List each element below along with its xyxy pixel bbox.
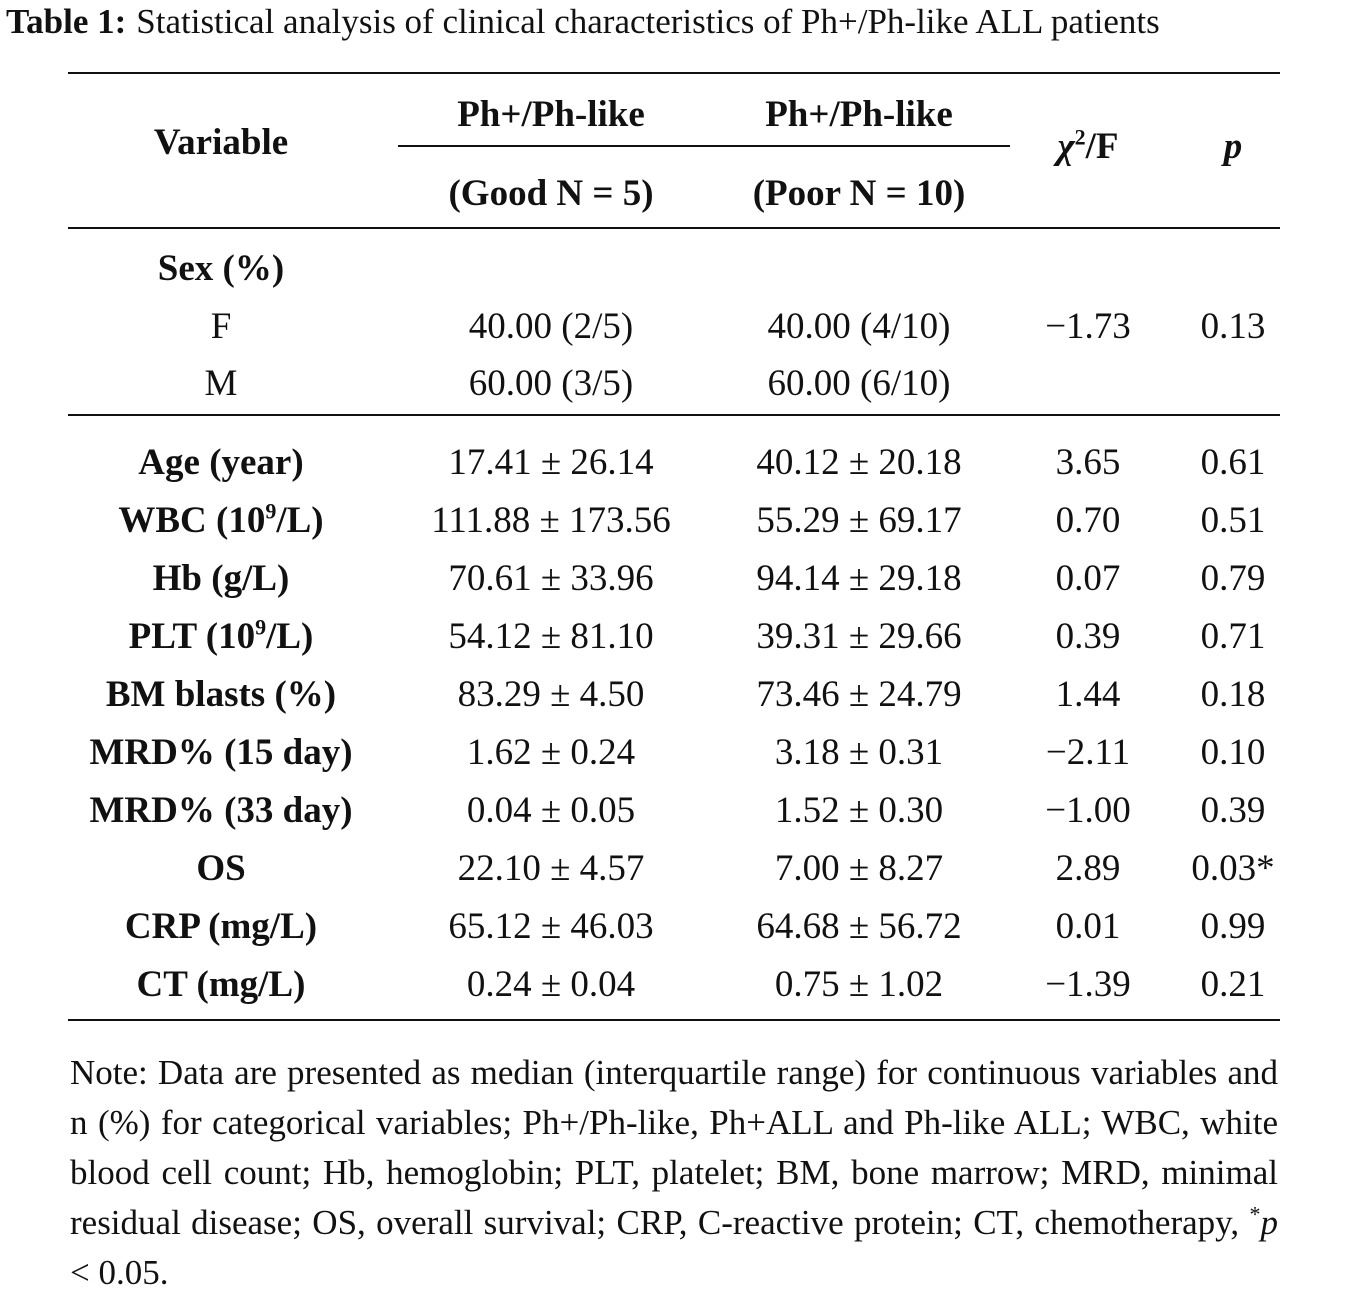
header-p: p <box>1223 126 1243 167</box>
row-p-value <box>1166 355 1300 413</box>
row-p-value: 0.03* <box>1191 848 1275 889</box>
row-poor-value: 0.75 ± 1.02 <box>774 964 944 1005</box>
row-p-value: 0.13 <box>1200 306 1266 347</box>
row-good-value: 40.00 (2/5) <box>468 306 634 347</box>
header-variable: Variable <box>153 122 289 163</box>
note-tail: < 0.05. <box>70 1253 169 1292</box>
row-p-value: 0.18 <box>1200 674 1266 715</box>
row-stat-value: 0.70 <box>1055 500 1121 541</box>
row-stat-value: 0.39 <box>1055 616 1121 657</box>
row-p-value: 0.51 <box>1200 500 1266 541</box>
row-label-post: /L) <box>266 616 314 657</box>
sex-heading: Sex (%) <box>157 248 285 289</box>
row-poor-value: 64.68 ± 56.72 <box>756 906 962 947</box>
row-label-post: /L) <box>276 500 324 541</box>
row-p-value: 0.61 <box>1200 442 1266 483</box>
table-bottom-rule <box>68 1019 1280 1021</box>
row-poor-value: 39.31 ± 29.66 <box>756 616 962 657</box>
row-label: M <box>204 363 238 404</box>
row-label: OS <box>196 848 246 889</box>
row-poor-value: 7.00 ± 8.27 <box>774 848 944 889</box>
row-stat-value: −2.11 <box>1045 732 1131 773</box>
row-good-value: 1.62 ± 0.24 <box>466 732 636 773</box>
row-good-value: 83.29 ± 4.50 <box>457 674 645 715</box>
row-label: CT (mg/L) <box>136 964 306 1005</box>
row-p-value: 0.99 <box>1200 906 1266 947</box>
table-top-rule <box>68 72 1280 74</box>
row-p-value: 0.79 <box>1200 558 1266 599</box>
row-label-sup: 9 <box>265 498 277 524</box>
caption-label: Table 1: <box>6 2 127 41</box>
row-stat-value: 1.44 <box>1055 674 1121 715</box>
row-p-value: 0.10 <box>1200 732 1266 773</box>
row-poor-value: 94.14 ± 29.18 <box>756 558 962 599</box>
row-stat-value: 2.89 <box>1055 848 1121 889</box>
row-good-value: 54.12 ± 81.10 <box>448 616 654 657</box>
row-label: PLT (109/L) <box>68 608 374 666</box>
chi-suffix: /F <box>1085 126 1119 167</box>
note-text: Note: Data are presented as median (inte… <box>70 1053 1278 1242</box>
note-star: * <box>1249 1201 1261 1227</box>
chi-symbol: χ <box>1057 126 1075 167</box>
row-label-pre: WBC (10 <box>118 500 266 541</box>
row-p-value: 0.21 <box>1200 964 1266 1005</box>
row-label: MRD% (15 day) <box>89 732 353 773</box>
row-good-value: 60.00 (3/5) <box>468 363 634 404</box>
caption-text: Statistical analysis of clinical charact… <box>136 2 1160 41</box>
row-label: Age (year) <box>138 442 304 483</box>
note-p-symbol: p <box>1260 1203 1279 1242</box>
row-stat-value: 0.01 <box>1055 906 1121 947</box>
row-poor-value: 40.00 (4/10) <box>767 306 951 347</box>
row-poor-value: 55.29 ± 69.17 <box>756 500 962 541</box>
row-poor-value: 1.52 ± 0.30 <box>774 790 944 831</box>
row-stat-value: 0.07 <box>1055 558 1121 599</box>
row-stat-value: 3.65 <box>1055 442 1121 483</box>
chi-superscript: 2 <box>1074 124 1086 150</box>
row-good-value: 17.41 ± 26.14 <box>448 442 654 483</box>
row-poor-value: 3.18 ± 0.31 <box>774 732 944 773</box>
row-good-value: 111.88 ± 173.56 <box>431 500 671 541</box>
header-chi-f: χ2/F <box>1020 118 1156 176</box>
row-label: F <box>210 306 232 347</box>
row-label: Hb (g/L) <box>152 558 290 599</box>
row-label: MRD% (33 day) <box>89 790 353 831</box>
row-stat-value <box>1020 355 1156 413</box>
header-good-bottom: (Good N = 5) <box>448 173 654 214</box>
row-good-value: 0.24 ± 0.04 <box>466 964 636 1005</box>
row-stat-value: −1.00 <box>1045 790 1131 831</box>
row-label: BM blasts (%) <box>105 674 337 715</box>
table-caption: Table 1: Statistical analysis of clinical… <box>6 0 1160 44</box>
row-good-value: 65.12 ± 46.03 <box>448 906 654 947</box>
header-poor-bottom: (Poor N = 10) <box>752 173 966 214</box>
header-poor-top: Ph+/Ph-like <box>765 94 953 135</box>
row-p-value: 0.71 <box>1200 616 1266 657</box>
row-label: CRP (mg/L) <box>124 906 318 947</box>
row-stat-value: −1.73 <box>1045 306 1131 347</box>
header-good-top: Ph+/Ph-like <box>457 94 645 135</box>
row-good-value: 70.61 ± 33.96 <box>448 558 654 599</box>
row-label: WBC (109/L) <box>68 492 374 550</box>
table-note: Note: Data are presented as median (inte… <box>70 1048 1278 1298</box>
row-poor-value: 73.46 ± 24.79 <box>756 674 962 715</box>
sex-block-bottom-rule <box>68 414 1280 416</box>
row-label-sup: 9 <box>255 614 267 640</box>
row-good-value: 22.10 ± 4.57 <box>457 848 645 889</box>
row-label-pre: PLT (10 <box>128 616 256 657</box>
row-good-value: 0.04 ± 0.05 <box>466 790 636 831</box>
row-poor-value: 40.12 ± 20.18 <box>756 442 962 483</box>
row-poor-value: 60.00 (6/10) <box>767 363 951 404</box>
header-group-rule <box>398 145 1010 147</box>
row-p-value: 0.39 <box>1200 790 1266 831</box>
header-bottom-rule <box>68 227 1280 229</box>
row-stat-value: −1.39 <box>1045 964 1131 1005</box>
